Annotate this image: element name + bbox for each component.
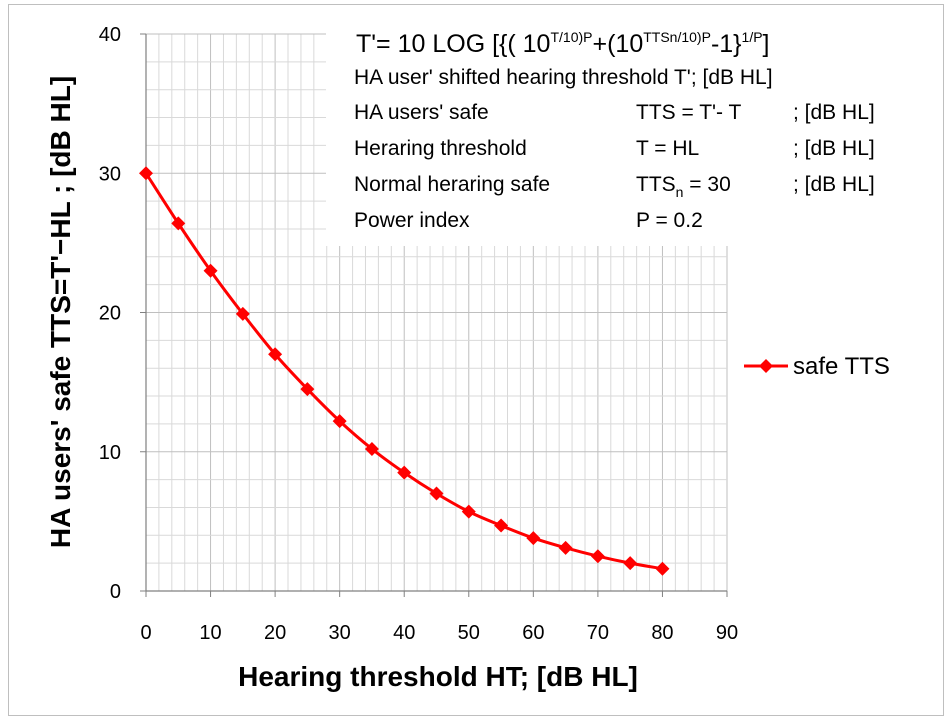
annotation-row-power-label: Power index	[354, 209, 470, 232]
data-point	[590, 549, 605, 564]
legend: safe TTS	[744, 353, 890, 380]
data-point	[558, 540, 573, 555]
x-tick-label: 70	[587, 622, 609, 644]
data-point	[300, 382, 315, 397]
x-tick-label: 20	[264, 622, 286, 644]
legend-marker	[759, 359, 773, 373]
x-tick-label: 0	[140, 622, 151, 644]
data-point	[494, 518, 509, 533]
x-tick-label: 40	[393, 622, 415, 644]
data-point	[461, 504, 476, 519]
y-tick-label: 40	[99, 24, 121, 46]
annotation-row-safe-eq: TTS = T'- T	[636, 101, 742, 124]
data-point	[526, 531, 541, 546]
annotation-box	[326, 18, 914, 246]
annotation-row-power-eq: P = 0.2	[636, 209, 703, 232]
series-safe-tts	[139, 166, 670, 576]
data-point	[332, 414, 347, 429]
annotation-row-normal-unit: ; [dB HL]	[793, 173, 875, 196]
y-axis-title: HA users' safe TTS=T'−HL ; [dB HL]	[45, 76, 76, 548]
annotation-row-normal-label: Normal heraring safe	[354, 173, 550, 196]
x-tick-label: 10	[199, 622, 221, 644]
legend-label: safe TTS	[793, 353, 890, 380]
x-axis-title: Hearing threshold HT; [dB HL]	[238, 661, 638, 692]
tick-labels: 0 10 20 30 40 50 60 70 80 90 0 10 20 30 40	[99, 24, 738, 644]
annotation-row-shifted-threshold: HA user' shifted hearing threshold T'; […	[354, 66, 773, 89]
data-point	[139, 166, 153, 181]
formula: T'= 10 LOG [{( 10T/10)P+(10TTSn/10)P-1}1…	[356, 29, 770, 58]
data-point	[171, 216, 186, 231]
x-tick-label: 80	[651, 622, 673, 644]
x-tick-label: 50	[458, 622, 480, 644]
annotation-row-normal-eq: TTSn = 30	[636, 173, 731, 200]
data-point	[364, 441, 379, 456]
data-point	[397, 465, 412, 480]
data-point	[655, 561, 670, 576]
data-point	[429, 486, 444, 501]
y-tick-label: 30	[99, 163, 121, 185]
data-point	[203, 263, 218, 278]
x-tick-label: 30	[329, 622, 351, 644]
x-tick-label: 90	[716, 622, 738, 644]
annotation-row-threshold-label: Heraring threshold	[354, 137, 527, 160]
x-tick-label: 60	[522, 622, 544, 644]
data-point	[623, 556, 638, 571]
data-point	[235, 306, 250, 321]
y-tick-label: 0	[110, 581, 121, 603]
annotation-row-threshold-unit: ; [dB HL]	[793, 137, 875, 160]
data-point	[268, 347, 283, 362]
y-tick-label: 20	[99, 303, 121, 325]
y-tick-label: 10	[99, 442, 121, 464]
annotation-row-safe-unit: ; [dB HL]	[793, 101, 875, 124]
annotation-row-safe-label: HA users' safe	[354, 101, 489, 124]
annotation-row-threshold-eq: T = HL	[636, 137, 699, 160]
